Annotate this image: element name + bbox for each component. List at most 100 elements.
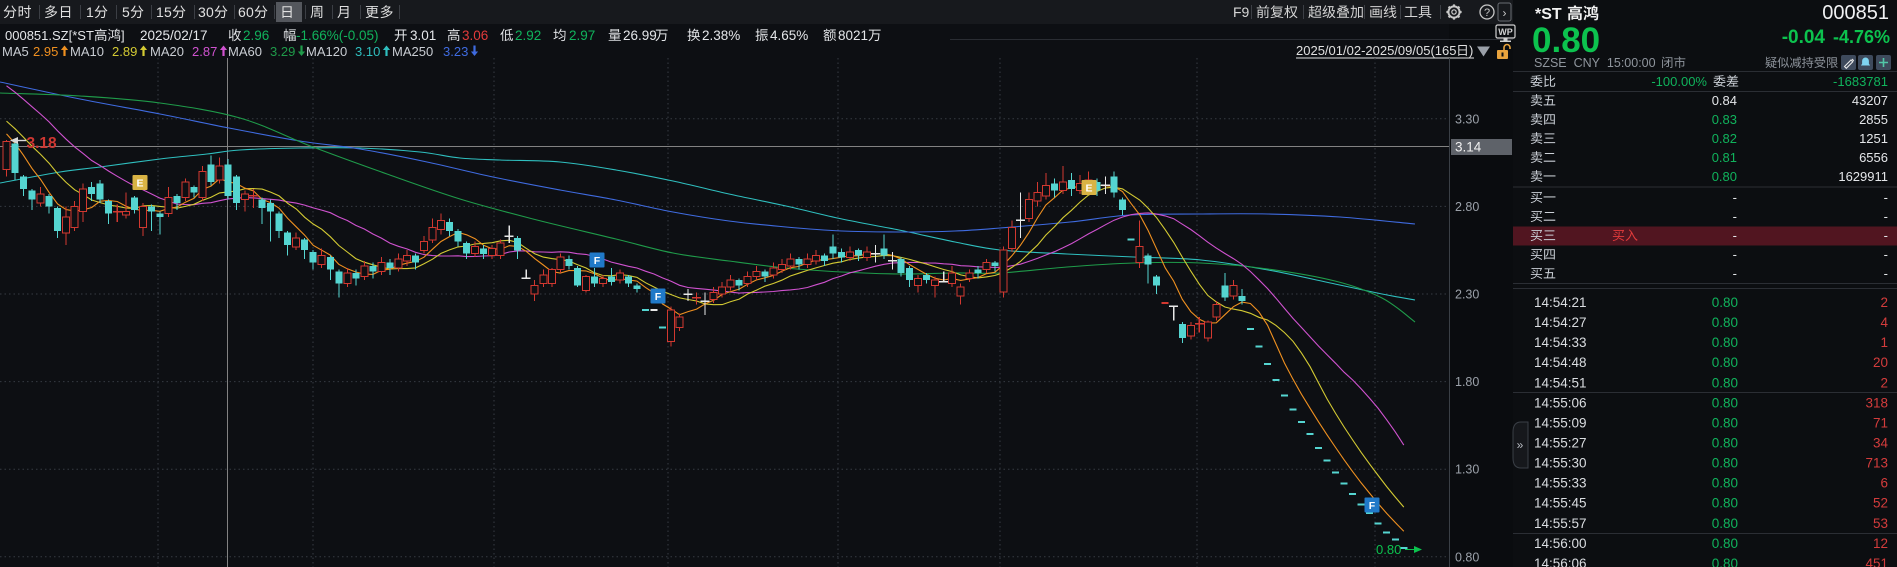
svg-text:26.99: 26.99 bbox=[623, 28, 657, 43]
svg-text:3: 3 bbox=[198, 4, 206, 20]
svg-text:): ) bbox=[1469, 43, 1473, 58]
svg-text:2.92: 2.92 bbox=[515, 28, 541, 43]
svg-text:-: - bbox=[1884, 266, 1888, 281]
svg-text:0.80: 0.80 bbox=[1712, 295, 1738, 310]
svg-text:0.84: 0.84 bbox=[1712, 93, 1737, 108]
svg-text:-4.76%: -4.76% bbox=[1833, 27, 1890, 47]
svg-text:0: 0 bbox=[246, 4, 254, 20]
svg-text:451: 451 bbox=[1865, 556, 1888, 567]
svg-text:1.30: 1.30 bbox=[1455, 463, 1479, 477]
svg-text:2855: 2855 bbox=[1859, 112, 1888, 127]
svg-text:4: 4 bbox=[1880, 315, 1888, 330]
svg-text:MA60: MA60 bbox=[228, 44, 262, 59]
svg-text:0.83: 0.83 bbox=[1712, 112, 1737, 127]
svg-text:E: E bbox=[136, 178, 143, 190]
svg-text:0.80: 0.80 bbox=[1712, 169, 1737, 184]
svg-text:-: - bbox=[1884, 228, 1888, 243]
svg-text:MA10: MA10 bbox=[70, 44, 104, 59]
svg-text:6556: 6556 bbox=[1859, 150, 1888, 165]
svg-text:-100.00%: -100.00% bbox=[1651, 74, 1707, 89]
svg-text:3.18: 3.18 bbox=[27, 135, 58, 152]
svg-text:1: 1 bbox=[1880, 335, 1888, 350]
svg-text:12: 12 bbox=[1873, 536, 1888, 551]
svg-text:WP: WP bbox=[1498, 27, 1513, 37]
svg-text:14:54:33: 14:54:33 bbox=[1534, 335, 1587, 350]
svg-text:14:56:00: 14:56:00 bbox=[1534, 536, 1587, 551]
svg-text:52: 52 bbox=[1873, 496, 1888, 511]
svg-text:0.80: 0.80 bbox=[1712, 355, 1738, 370]
svg-text:318: 318 bbox=[1865, 395, 1888, 410]
svg-text:-: - bbox=[1884, 247, 1888, 262]
svg-text:2.89: 2.89 bbox=[112, 44, 137, 59]
svg-text:F: F bbox=[594, 255, 601, 267]
svg-text:-: - bbox=[1733, 247, 1737, 262]
svg-text:›: › bbox=[1503, 6, 1507, 20]
svg-text:3.29: 3.29 bbox=[270, 44, 295, 59]
svg-text:0.81: 0.81 bbox=[1712, 150, 1737, 165]
svg-text:2.30: 2.30 bbox=[1455, 288, 1479, 302]
svg-text:0.80: 0.80 bbox=[1712, 516, 1738, 531]
svg-text:2.80: 2.80 bbox=[1455, 200, 1479, 214]
svg-text:14:55:27: 14:55:27 bbox=[1534, 436, 1587, 451]
svg-text:2: 2 bbox=[1880, 375, 1888, 390]
svg-text:0.80: 0.80 bbox=[1712, 335, 1738, 350]
svg-text:-: - bbox=[1884, 190, 1888, 205]
svg-text:713: 713 bbox=[1865, 456, 1888, 471]
svg-text:34: 34 bbox=[1873, 436, 1889, 451]
svg-text:MA120: MA120 bbox=[306, 44, 347, 59]
svg-text:000851.SZ[*ST: 000851.SZ[*ST bbox=[5, 28, 94, 43]
svg-text:14:55:33: 14:55:33 bbox=[1534, 476, 1587, 491]
svg-text:SZSE CNY 15:00:00: SZSE CNY 15:00:00 bbox=[1534, 56, 1656, 70]
svg-text:3.23: 3.23 bbox=[443, 44, 468, 59]
svg-text:3.06: 3.06 bbox=[462, 28, 488, 43]
svg-text:6: 6 bbox=[1880, 476, 1888, 491]
svg-text:]: ] bbox=[121, 28, 125, 43]
svg-text:1.80: 1.80 bbox=[1455, 375, 1479, 389]
svg-text:14:55:06: 14:55:06 bbox=[1534, 395, 1587, 410]
svg-text:14:54:48: 14:54:48 bbox=[1534, 355, 1587, 370]
svg-text:MA20: MA20 bbox=[150, 44, 184, 59]
svg-text:2: 2 bbox=[1880, 295, 1888, 310]
svg-text:2.96: 2.96 bbox=[243, 28, 269, 43]
svg-text:E: E bbox=[1085, 183, 1092, 195]
svg-text:14:54:51: 14:54:51 bbox=[1534, 375, 1587, 390]
svg-text:5: 5 bbox=[164, 4, 172, 20]
svg-text:0.80: 0.80 bbox=[1712, 436, 1738, 451]
svg-text:3.14: 3.14 bbox=[1455, 140, 1482, 155]
svg-text:-: - bbox=[1733, 266, 1737, 281]
svg-text:-: - bbox=[1884, 209, 1888, 224]
svg-text:1629911: 1629911 bbox=[1838, 169, 1888, 184]
svg-text:3.30: 3.30 bbox=[1455, 112, 1479, 126]
svg-text:53: 53 bbox=[1873, 516, 1888, 531]
svg-text:0.80: 0.80 bbox=[1712, 395, 1738, 410]
svg-text:MA250: MA250 bbox=[392, 44, 433, 59]
svg-text:0.80: 0.80 bbox=[1712, 496, 1738, 511]
svg-text:5: 5 bbox=[122, 4, 130, 20]
svg-text:0.80: 0.80 bbox=[1376, 542, 1401, 557]
svg-text:*ST: *ST bbox=[1535, 6, 1562, 23]
svg-text:F: F bbox=[1369, 500, 1376, 512]
svg-text:14:55:30: 14:55:30 bbox=[1534, 456, 1587, 471]
svg-text:71: 71 bbox=[1873, 415, 1888, 430]
svg-text:0.80: 0.80 bbox=[1712, 556, 1738, 567]
svg-text:0.80: 0.80 bbox=[1712, 415, 1738, 430]
svg-text:000851: 000851 bbox=[1822, 2, 1889, 24]
svg-text:-0.04: -0.04 bbox=[1782, 27, 1826, 48]
svg-text:0.80: 0.80 bbox=[1532, 21, 1600, 60]
svg-text:?: ? bbox=[1484, 7, 1490, 19]
svg-text:-1683781: -1683781 bbox=[1833, 74, 1888, 89]
svg-text:0.80: 0.80 bbox=[1455, 550, 1479, 564]
svg-text:-: - bbox=[1733, 228, 1737, 243]
svg-text:4.65%: 4.65% bbox=[770, 28, 808, 43]
svg-text:-: - bbox=[1733, 190, 1737, 205]
svg-text:»: » bbox=[1517, 438, 1524, 452]
svg-text:F9: F9 bbox=[1233, 4, 1250, 20]
svg-text:14:54:27: 14:54:27 bbox=[1534, 315, 1587, 330]
svg-text:14:55:09: 14:55:09 bbox=[1534, 415, 1587, 430]
svg-text:20: 20 bbox=[1873, 355, 1888, 370]
svg-text:0.82: 0.82 bbox=[1712, 131, 1737, 146]
svg-text:0.80: 0.80 bbox=[1712, 375, 1738, 390]
svg-text:3.10: 3.10 bbox=[355, 44, 380, 59]
svg-text:43207: 43207 bbox=[1852, 93, 1888, 108]
svg-text:0.80: 0.80 bbox=[1712, 476, 1738, 491]
